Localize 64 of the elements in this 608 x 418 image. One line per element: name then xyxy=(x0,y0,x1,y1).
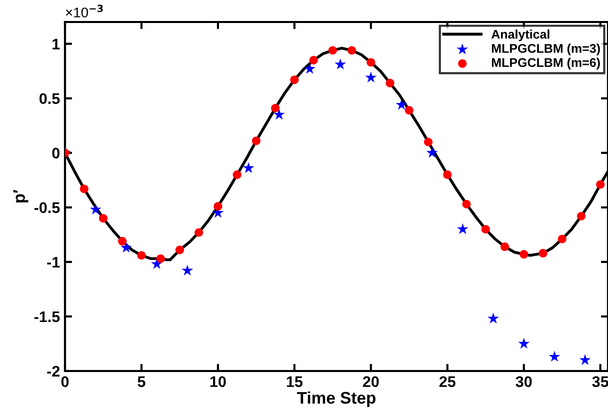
point xyxy=(596,180,605,189)
x-tick-label: 10 xyxy=(210,376,226,388)
text: ×10$^{−3}$ xyxy=(66,4,103,18)
point xyxy=(194,228,204,237)
point xyxy=(120,242,132,253)
point xyxy=(404,106,414,115)
point xyxy=(273,108,285,120)
point xyxy=(214,202,222,211)
point xyxy=(290,76,299,84)
x-tick-label: 0 xyxy=(61,376,69,388)
x-tick-label: 20 xyxy=(362,376,379,388)
point xyxy=(175,246,184,254)
point xyxy=(538,248,548,258)
y-axis-title: p′ xyxy=(13,190,28,202)
point xyxy=(252,136,260,146)
point xyxy=(80,184,88,194)
point xyxy=(334,58,346,70)
point xyxy=(309,56,318,64)
y-tick-label: -2 xyxy=(47,366,60,377)
point xyxy=(366,58,376,67)
point xyxy=(90,204,102,214)
point xyxy=(242,162,254,174)
point xyxy=(518,338,530,349)
point xyxy=(426,146,438,158)
x-tick-label: 30 xyxy=(516,376,532,388)
x-tick-label: 5 xyxy=(138,376,146,388)
point xyxy=(156,254,165,263)
point xyxy=(579,354,591,365)
y-tick-label: 0 xyxy=(52,148,60,159)
point xyxy=(462,200,471,208)
point xyxy=(488,312,499,324)
point xyxy=(348,46,356,55)
point xyxy=(182,264,194,276)
x-tick-label: 35 xyxy=(592,376,608,388)
point xyxy=(118,236,127,246)
point xyxy=(365,72,377,82)
point xyxy=(386,78,394,88)
point xyxy=(328,46,337,55)
point xyxy=(232,170,242,179)
y-tick-label: 1 xyxy=(52,38,60,50)
point xyxy=(396,98,408,110)
point xyxy=(443,170,452,179)
x-tick-label: 15 xyxy=(286,376,303,388)
legend-label: MLPGCLBM (m=6) xyxy=(492,58,600,70)
point xyxy=(576,212,586,220)
point xyxy=(558,234,566,244)
point xyxy=(98,214,108,223)
x-tick-label: 25 xyxy=(439,376,456,388)
point xyxy=(456,223,468,234)
legend-label: Analytical xyxy=(491,30,550,42)
point xyxy=(271,104,280,112)
point xyxy=(548,350,560,362)
point xyxy=(424,138,433,146)
y-tick-label: -1 xyxy=(47,256,60,268)
x-axis-title: Time Step xyxy=(297,391,376,408)
legend-label: MLPGCLBM (m=3) xyxy=(492,44,600,56)
y-tick-label: -0.5 xyxy=(34,202,60,214)
point xyxy=(304,62,316,74)
point xyxy=(137,251,146,260)
y-tick-label: -1.5 xyxy=(34,311,60,322)
point xyxy=(500,242,510,251)
point xyxy=(481,224,490,234)
point xyxy=(520,250,528,259)
y-tick-label: 0.5 xyxy=(40,93,60,104)
